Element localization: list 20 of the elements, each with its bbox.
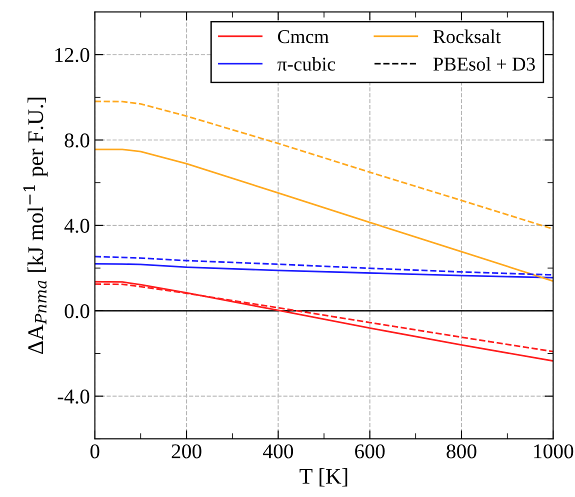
legend-label: Cmcm [278,30,329,44]
x-tick-label: 0 [90,444,100,458]
legend-label: PBEsol + D3 [433,57,535,71]
y-tick-label: 12.0 [55,48,90,62]
y-tick-label: -4.0 [58,390,90,404]
line-series [94,148,554,282]
x-axis-title: T [K] [300,468,348,487]
line-series [94,100,554,230]
y-axis-title: ΔA$_{Pnma}$ [kJ mol$^{−1}$ per F.U.] [23,98,48,354]
x-tick-label: 800 [446,444,476,458]
line-series [94,256,554,276]
x-tick-label: 400 [262,444,294,458]
y-tick-label: 4.0 [64,218,90,233]
x-tick-label: 1000 [534,444,574,458]
legend-label: Rocksalt [433,30,501,44]
x-tick-label: 600 [355,444,385,458]
x-tick-label: 200 [172,444,202,458]
legend-label: π-cubic [277,57,336,71]
y-tick-label: 0.0 [64,304,90,318]
y-tick-label: 8.0 [64,133,90,148]
